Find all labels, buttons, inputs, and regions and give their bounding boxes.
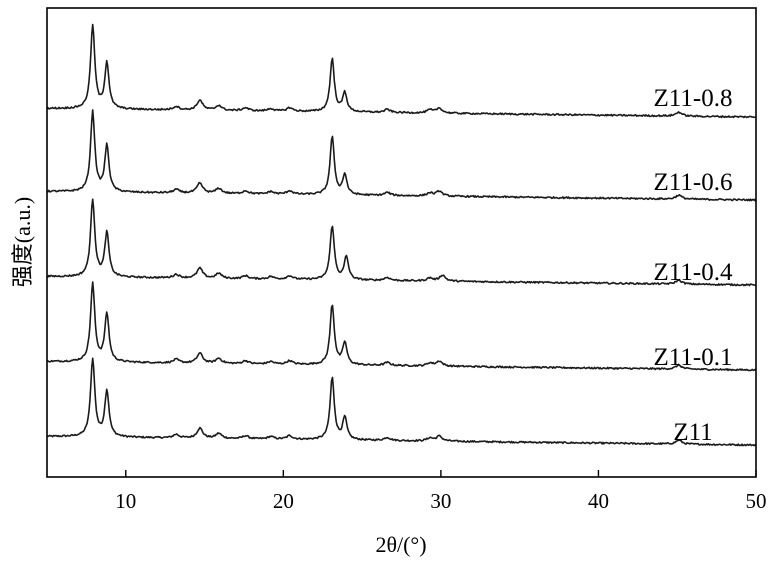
series-label-Z11-0.1: Z11-0.1 — [654, 344, 733, 371]
plot-frame — [46, 7, 757, 478]
series-line-Z11-0.1 — [46, 281, 757, 372]
x-tick-label-30: 30 — [430, 489, 451, 513]
x-tick-label-50: 50 — [746, 489, 767, 513]
series-label-Z11-0.8: Z11-0.8 — [654, 85, 733, 112]
x-axis-ticks: 10 20 30 40 50 — [115, 470, 767, 513]
x-axis-title: 2θ/(°) — [375, 532, 426, 557]
series-labels: Z11 Z11-0.1 Z11-0.4 Z11-0.6 Z11-0.8 — [654, 85, 733, 446]
series-label-Z11-0.4: Z11-0.4 — [654, 259, 733, 286]
series-line-Z11-0.4 — [46, 198, 757, 287]
series-curves — [46, 23, 757, 447]
series-line-Z11-0.8 — [46, 23, 757, 119]
x-tick-label-20: 20 — [273, 489, 294, 513]
series-label-Z11: Z11 — [673, 419, 712, 446]
x-tick-label-40: 40 — [588, 489, 609, 513]
series-label-Z11-0.6: Z11-0.6 — [654, 169, 733, 196]
series-line-Z11 — [46, 357, 757, 447]
series-line-Z11-0.6 — [46, 109, 757, 202]
x-tick-label-10: 10 — [115, 489, 136, 513]
y-axis-title: 强度(a.u.) — [10, 197, 35, 287]
